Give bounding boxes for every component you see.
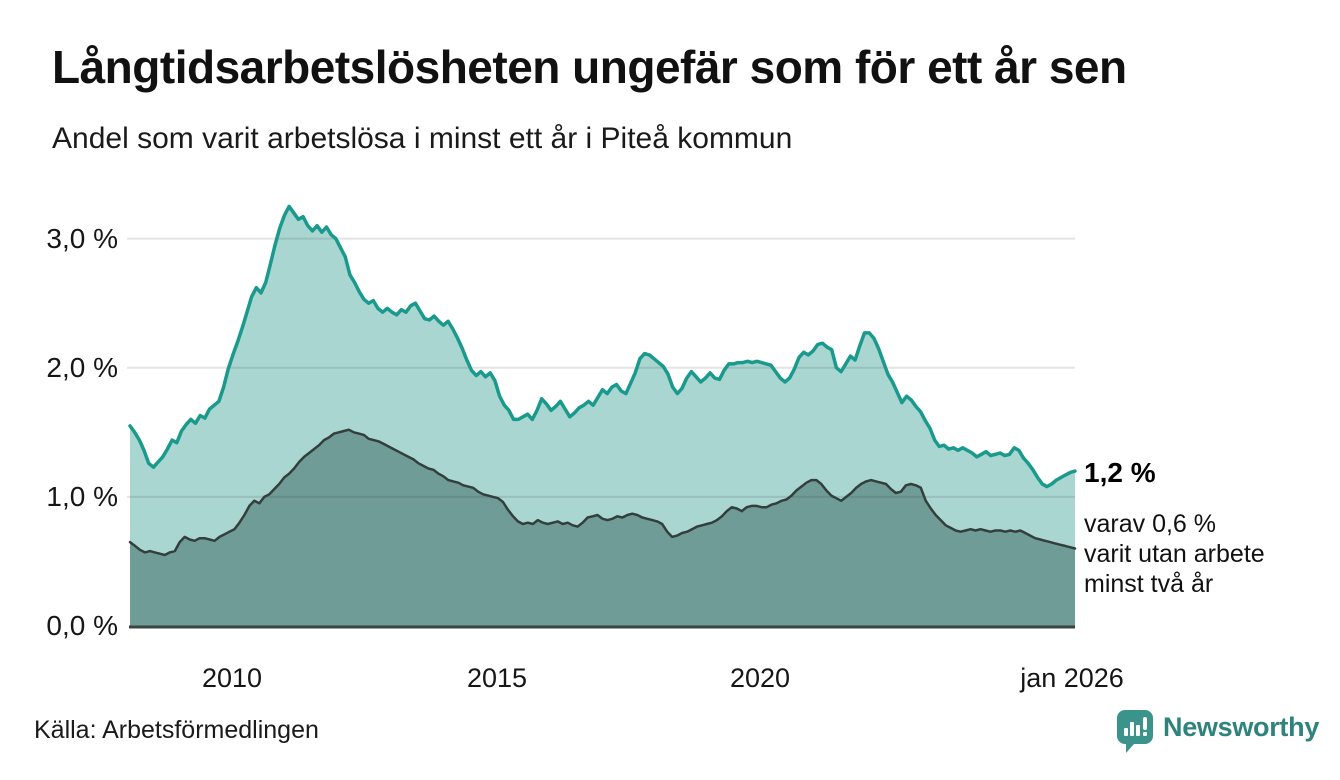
y-axis-tick-label: 0,0 %: [46, 610, 118, 641]
latest-value-label: 1,2 %: [1084, 457, 1156, 488]
bar-chart-bar: [1130, 722, 1134, 736]
x-axis-tick-label: 2020: [729, 663, 791, 693]
line-minst-ett-ar: [128, 204, 1077, 489]
x-axis-tick-label: 2015: [466, 663, 528, 693]
page-title: Långtidsarbetslösheten ungefär som för e…: [52, 41, 1127, 93]
x-axis-tick-label: jan 2026: [1020, 663, 1124, 693]
latest-value-annotation: 1,2 % varav 0,6 % varit utan arbete mins…: [1084, 457, 1334, 599]
annotation-detail-line: varav 0,6 %: [1084, 510, 1217, 538]
exclamation-bar: [1143, 717, 1147, 730]
page-subtitle: Andel som varit arbetslösa i minst ett å…: [52, 122, 793, 155]
brand-logo: Newsworthy: [1116, 709, 1319, 755]
bar-chart-bar: [1136, 725, 1140, 736]
annotation-detail-line: minst två år: [1084, 570, 1214, 598]
line-minst-tva-ar: [128, 428, 1077, 557]
bar-chart-bar: [1124, 728, 1128, 736]
y-axis-tick-label: 2,0 %: [46, 352, 118, 383]
x-axis-tick-label: 2010: [201, 663, 263, 693]
exclamation-dot: [1143, 732, 1147, 736]
annotation-detail: varav 0,6 % varit utan arbete minst två …: [1084, 509, 1334, 599]
area-minst-tva-ar: [130, 429, 1075, 626]
y-axis-tick-label: 3,0 %: [46, 223, 118, 254]
speech-bubble-shape: [1117, 710, 1153, 753]
annotation-detail-line: varit utan arbete: [1084, 540, 1265, 568]
y-axis-tick-label: 1,0 %: [46, 481, 118, 512]
newsworthy-bubble-icon: [1117, 710, 1153, 753]
brand-wordmark: Newsworthy: [1163, 712, 1320, 742]
source-note: Källa: Arbetsförmedlingen: [34, 716, 319, 744]
